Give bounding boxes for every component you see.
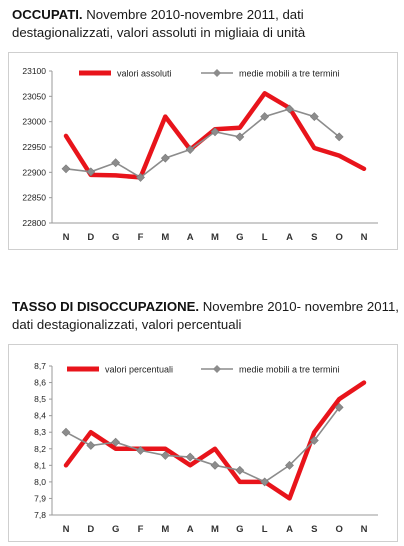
chart1-x-tick-label: G [112,232,119,243]
chart1-gray-point [334,132,344,142]
chart2-gray-point [285,460,294,470]
chart1-y-tick-label: 23000 [22,117,46,127]
chart2-x-tick-label: G [236,524,243,535]
chart2-x-tick-label: L [262,524,268,535]
chart1-gray-point [160,153,170,163]
chart1-x-tick-label: M [211,232,219,243]
chart2-y-tick-label: 8,4 [34,411,46,421]
chart2-y-tick-label: 8,5 [34,394,46,404]
chart1-y-tick-label: 22950 [22,142,46,152]
chart-2-svg: 7,8 7,9 8,0 8,1 8,2 8,3 8,4 8,5 8,6 8,7 N D G F M A M G L A… [34,361,378,535]
chart2-legend-gray-marker [213,365,221,373]
chart1-legend-label: valori assoluti [117,69,172,79]
chart-2-title-bold: TASSO DI DISOCCUPAZIONE. [12,299,200,314]
chart1-series-gray-line [65,108,340,179]
chart-1-panel: 22800 22850 22900 22950 23000 23050 23100 N D G F M… [8,52,398,250]
chart2-y-tick-label: 7,8 [34,510,46,520]
chart1-y-tick-label: 22800 [22,218,46,228]
chart1-gray-point [61,164,71,174]
chart2-gray-point [309,436,319,445]
chart1-x-tick-label: F [138,232,144,243]
chart-2-title-rest: Novembre 2010- novembre 2011, dati desta… [12,299,399,332]
chart1-gray-point [235,132,245,142]
chart1-y-tick-label: 22850 [22,193,46,203]
chart1-gray-point [210,127,220,137]
chart2-x-tick-label: F [138,524,144,535]
chart2-gray-point [260,477,270,487]
chart1-gray-point [185,145,195,154]
chart2-y-tick-label: 8,7 [34,361,46,371]
chart2-gray-point [334,402,344,412]
chart1-x-tick-label: N [63,232,70,243]
chart-1-title-rest: Novembre 2010-novembre 2011, dati destag… [12,7,306,40]
chart1-gray-point [86,167,96,177]
chart2-legend-label: valori percentuali [105,365,173,375]
chart-1-title: OCCUPATI. Novembre 2010-novembre 2011, d… [12,6,400,42]
chart1-y-tick-label: 23100 [22,66,46,76]
chart2-series-red-line [63,380,367,501]
chart2-y-tick-label: 8,2 [34,444,46,454]
chart2-gray-point [210,460,220,470]
chart1-x-tick-label: A [187,232,194,243]
chart1-gray-point [285,104,294,114]
chart2-gray-point [86,441,96,450]
chart2-gray-point [61,427,71,437]
chart1-x-tick-label: L [262,232,268,243]
chart2-x-tick-label: M [161,524,169,535]
chart2-gray-point [136,446,145,455]
chart2-y-tick-label: 8,1 [34,460,46,470]
chart1-gray-point [136,172,145,182]
chart2-legend-label: medie mobili a tre termini [239,365,340,375]
chart1-x-tick-label: M [161,232,169,243]
chart2-gray-point [235,465,245,475]
chart1-y-tick-label: 23050 [22,91,46,101]
chart1-gray-point [260,112,270,122]
chart2-gray-point [185,452,195,462]
chart2-y-tick-label: 8,3 [34,427,46,437]
chart2-x-tick-label: A [187,524,194,535]
chart1-x-tick-label: O [335,232,342,243]
chart1-y-tick-label: 22900 [22,167,46,177]
chart-2-panel: 7,8 7,9 8,0 8,1 8,2 8,3 8,4 8,5 8,6 8,7 N D G F M A M G L A… [8,344,398,542]
chart2-series-gray-line [65,406,340,483]
chart2-gray-point [160,450,170,460]
chart2-y-tick-label: 8,6 [34,378,46,388]
chart2-y-tick-label: 7,9 [34,493,46,503]
chart1-x-tick-label: D [87,232,94,243]
chart1-x-tick-label: N [361,232,368,243]
chart1-legend-label: medie mobili a tre termini [239,69,340,79]
chart1-x-tick-label: G [236,232,243,243]
chart2-x-tick-label: O [335,524,342,535]
chart2-x-tick-label: M [211,524,219,535]
chart2-x-tick-label: N [63,524,70,535]
chart2-x-tick-label: D [87,524,94,535]
chart2-gray-point [111,437,121,447]
chart1-gray-point [309,112,319,122]
chart2-x-tick-label: G [112,524,119,535]
chart2-x-tick-label: S [311,524,317,535]
chart1-x-tick-label: S [311,232,317,243]
chart1-x-tick-label: A [286,232,293,243]
chart-1-svg: 22800 22850 22900 22950 23000 23050 23100 N D G F M… [22,66,378,243]
chart2-y-tick-label: 8,0 [34,477,46,487]
chart1-gray-point [111,158,121,168]
chart2-x-tick-label: A [286,524,293,535]
chart-2-title: TASSO DI DISOCCUPAZIONE. Novembre 2010- … [12,298,400,334]
chart-1-title-bold: OCCUPATI. [12,7,83,22]
chart1-legend-gray-marker [213,69,221,77]
chart2-x-tick-label: N [361,524,368,535]
